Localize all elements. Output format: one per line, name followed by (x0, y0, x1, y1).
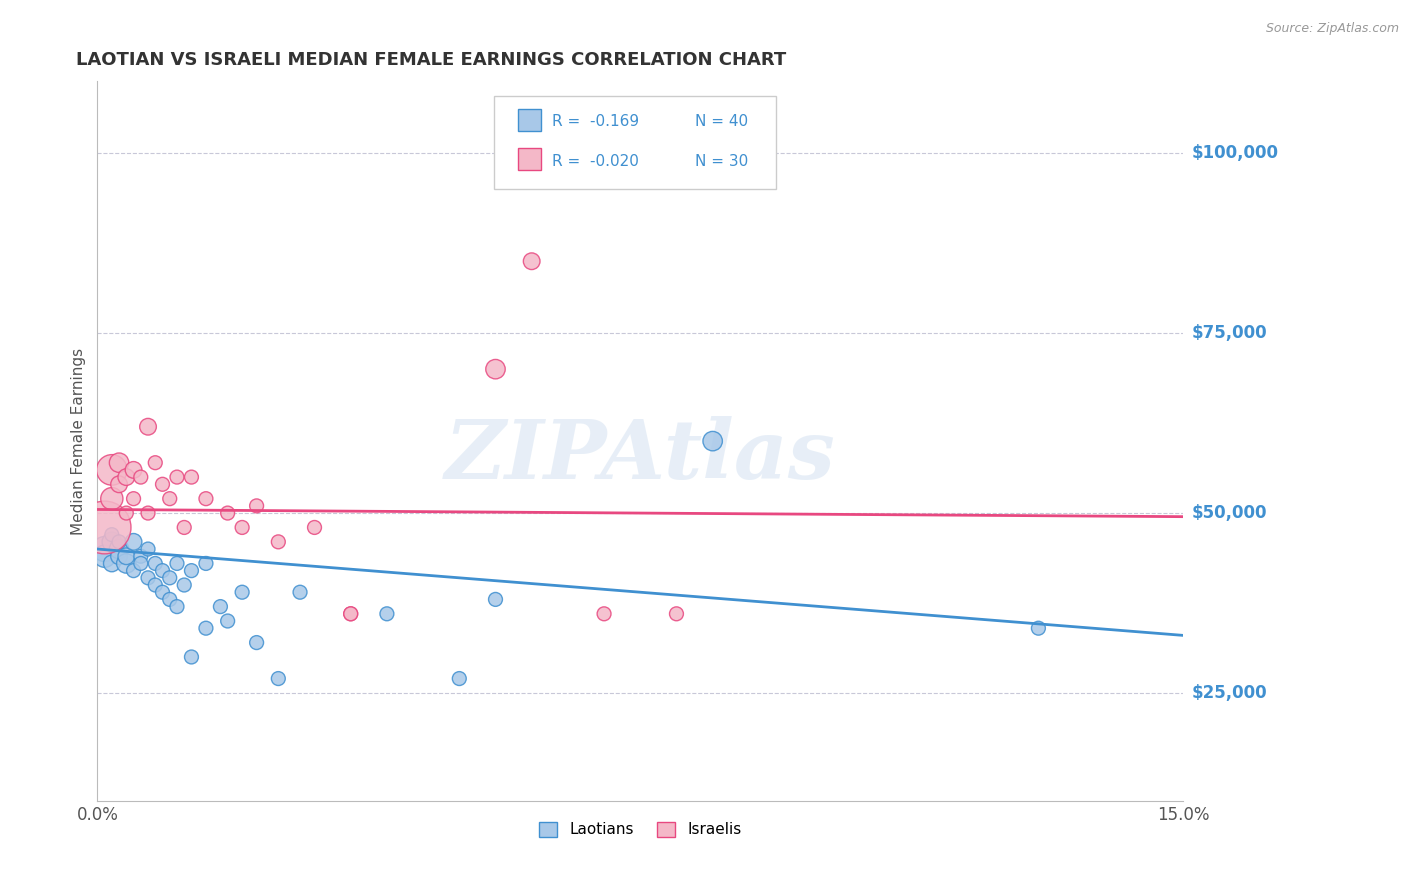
Point (159, 571, 181, 585)
Point (339, 607, 361, 621)
Point (108, 456, 131, 470)
Point (101, 534, 124, 549)
Point (115, 549, 138, 564)
Point (180, 564, 202, 578)
Text: N = 30: N = 30 (695, 153, 748, 169)
Point (93, 520, 115, 534)
Point (267, 672, 290, 686)
FancyBboxPatch shape (494, 95, 776, 189)
Point (129, 557, 152, 571)
Point (593, 607, 616, 621)
Point (136, 419, 159, 434)
Point (122, 534, 145, 549)
Point (101, 527, 124, 541)
Point (108, 542, 131, 557)
Text: $100,000: $100,000 (1191, 145, 1278, 162)
Point (108, 534, 131, 549)
Point (115, 506, 138, 520)
Point (115, 557, 138, 571)
Point (101, 557, 124, 571)
Point (173, 520, 195, 534)
Point (231, 585, 253, 599)
Legend: Laotians, Israelis: Laotians, Israelis (533, 815, 748, 844)
Point (304, 520, 326, 534)
Point (136, 506, 159, 520)
Point (267, 534, 290, 549)
Point (166, 470, 188, 484)
Point (520, 254, 543, 268)
Text: R =  -0.020: R = -0.020 (553, 153, 640, 169)
Point (143, 578, 166, 592)
Point (122, 491, 145, 506)
Text: $50,000: $50,000 (1191, 504, 1267, 522)
FancyBboxPatch shape (517, 109, 541, 131)
Point (665, 607, 688, 621)
Point (152, 564, 174, 578)
Point (101, 491, 124, 506)
Point (194, 621, 217, 635)
Point (143, 456, 166, 470)
Y-axis label: Median Female Earnings: Median Female Earnings (72, 348, 86, 534)
Point (136, 542, 159, 557)
Point (217, 506, 239, 520)
Point (246, 499, 269, 513)
Point (180, 650, 202, 665)
Point (217, 614, 239, 628)
Point (122, 564, 145, 578)
Point (152, 477, 174, 491)
Point (194, 491, 217, 506)
Text: $75,000: $75,000 (1191, 324, 1267, 343)
Point (166, 599, 188, 614)
Point (152, 585, 174, 599)
Point (484, 592, 506, 607)
Point (129, 470, 152, 484)
Text: Source: ZipAtlas.com: Source: ZipAtlas.com (1265, 22, 1399, 36)
Point (180, 470, 202, 484)
Point (122, 463, 145, 477)
Text: N = 40: N = 40 (695, 114, 748, 129)
Point (194, 557, 217, 571)
Text: $25,000: $25,000 (1191, 684, 1267, 702)
Point (173, 578, 195, 592)
Point (375, 607, 398, 621)
Point (136, 571, 159, 585)
Point (93, 549, 115, 564)
Point (143, 557, 166, 571)
Point (339, 607, 361, 621)
Point (108, 549, 131, 564)
Point (702, 434, 724, 449)
Point (1028, 621, 1050, 635)
Point (129, 549, 152, 564)
Text: LAOTIAN VS ISRAELI MEDIAN FEMALE EARNINGS CORRELATION CHART: LAOTIAN VS ISRAELI MEDIAN FEMALE EARNING… (76, 51, 786, 69)
Point (93, 542, 115, 557)
Point (246, 635, 269, 649)
Point (288, 585, 311, 599)
Point (449, 672, 471, 686)
Text: ZIPAtlas: ZIPAtlas (444, 416, 835, 495)
Point (159, 491, 181, 506)
Point (166, 557, 188, 571)
Point (484, 362, 506, 376)
FancyBboxPatch shape (517, 148, 541, 170)
Text: R =  -0.169: R = -0.169 (553, 114, 640, 129)
Point (101, 463, 124, 477)
Point (209, 599, 232, 614)
Point (231, 520, 253, 534)
Point (115, 470, 138, 484)
Point (159, 592, 181, 607)
Point (108, 477, 131, 491)
